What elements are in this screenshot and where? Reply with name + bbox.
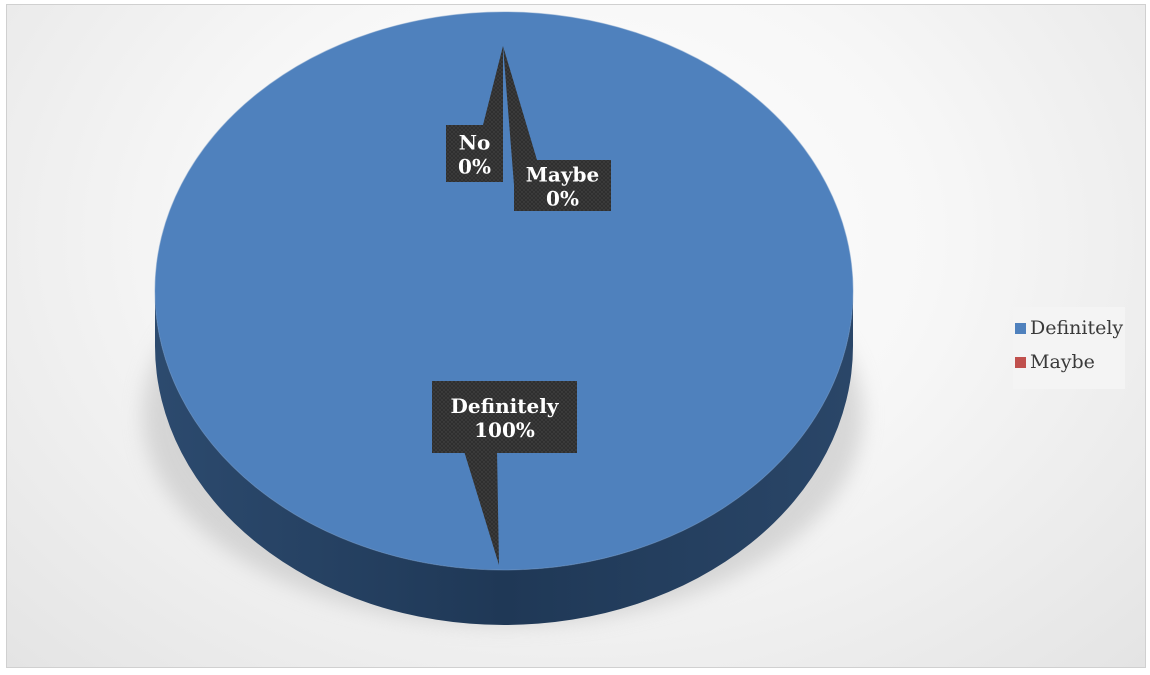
callout-pointer-definitely [464,451,499,565]
data-label-category-no: No [459,131,491,155]
callout-box-definitely [432,381,577,453]
data-label-category-maybe: Maybe [526,163,599,187]
legend-label-definitely: Definitely [1030,317,1124,339]
legend-swatch-definitely [1015,322,1026,334]
data-label-value-no: 0% [458,155,491,179]
callout-box-no [446,125,503,182]
legend-swatch-maybe [1015,356,1026,368]
chart-area: Definitely 100% Maybe 0% No 0% Definitely Mayb… [6,4,1146,668]
data-label-value-definitely: 100% [474,418,535,442]
data-label-value-maybe: 0% [546,187,579,211]
data-label-no: No0% [446,46,503,182]
pie-slice-definitely [155,12,853,570]
callout-pointer-no [483,46,503,125]
callout-box-maybe [514,160,611,211]
pie-rim [154,11,854,571]
data-label-category-definitely: Definitely [451,394,560,418]
legend-item-definitely: Definitely [1013,311,1125,345]
pie-side-wall [155,291,853,625]
legend-label-maybe: Maybe [1030,351,1095,373]
legend-item-maybe: Maybe [1013,345,1125,379]
callout-pointer-maybe [503,46,537,185]
legend: Definitely Maybe [1013,307,1125,389]
